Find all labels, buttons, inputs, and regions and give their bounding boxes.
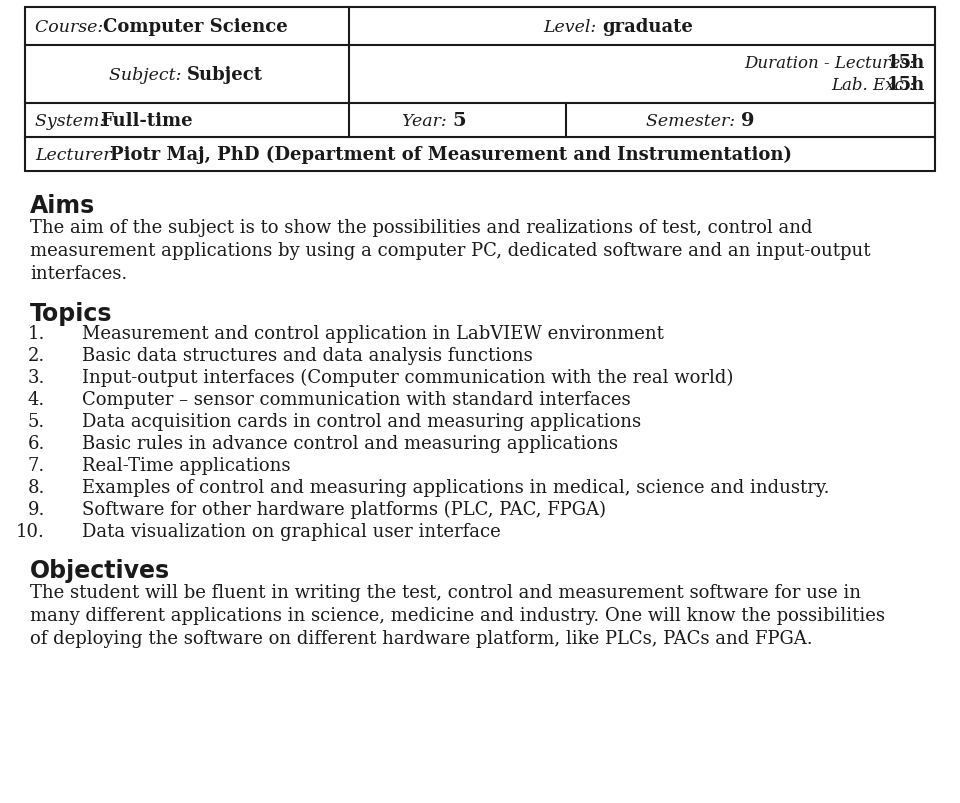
Text: Measurement and control application in LabVIEW environment: Measurement and control application in L… xyxy=(82,324,664,343)
Text: 4.: 4. xyxy=(28,390,45,409)
Text: graduate: graduate xyxy=(602,18,693,36)
Text: Basic data structures and data analysis functions: Basic data structures and data analysis … xyxy=(82,347,533,365)
Text: Aims: Aims xyxy=(30,194,95,218)
Text: 15h: 15h xyxy=(887,55,925,72)
Text: Level:: Level: xyxy=(543,18,602,35)
Text: 1.: 1. xyxy=(28,324,45,343)
Text: 3.: 3. xyxy=(28,369,45,386)
Text: 15h: 15h xyxy=(887,76,925,94)
Text: interfaces.: interfaces. xyxy=(30,265,128,283)
Text: Year:: Year: xyxy=(402,112,453,129)
Text: Objectives: Objectives xyxy=(30,558,170,582)
Text: Examples of control and measuring applications in medical, science and industry.: Examples of control and measuring applic… xyxy=(82,479,829,496)
Text: 5: 5 xyxy=(453,112,467,130)
Text: 10.: 10. xyxy=(16,522,45,540)
Text: 6.: 6. xyxy=(28,434,45,452)
Text: System:: System: xyxy=(35,112,110,129)
Text: Computer – sensor communication with standard interfaces: Computer – sensor communication with sta… xyxy=(82,390,631,409)
Text: many different applications in science, medicine and industry. One will know the: many different applications in science, … xyxy=(30,606,885,624)
Text: 2.: 2. xyxy=(28,347,45,365)
Text: measurement applications by using a computer PC, dedicated software and an input: measurement applications by using a comp… xyxy=(30,242,871,259)
Bar xyxy=(25,8,935,172)
Text: 9.: 9. xyxy=(28,500,45,519)
Text: Course:: Course: xyxy=(35,18,108,35)
Text: 9: 9 xyxy=(741,112,755,130)
Text: Subject:: Subject: xyxy=(109,67,187,84)
Text: Input-output interfaces (Computer communication with the real world): Input-output interfaces (Computer commun… xyxy=(82,369,733,387)
Text: 8.: 8. xyxy=(28,479,45,496)
Text: Real-Time applications: Real-Time applications xyxy=(82,456,291,475)
Text: Piotr Maj, PhD (Department of Measurement and Instrumentation): Piotr Maj, PhD (Department of Measuremen… xyxy=(110,145,792,164)
Text: Topics: Topics xyxy=(30,302,112,325)
Text: Lab. Exc.:: Lab. Exc.: xyxy=(830,77,925,94)
Text: The aim of the subject is to show the possibilities and realizations of test, co: The aim of the subject is to show the po… xyxy=(30,218,812,237)
Text: Data acquisition cards in control and measuring applications: Data acquisition cards in control and me… xyxy=(82,413,641,430)
Text: Software for other hardware platforms (PLC, PAC, FPGA): Software for other hardware platforms (P… xyxy=(82,500,606,519)
Text: Computer Science: Computer Science xyxy=(103,18,288,36)
Text: Duration - Lectures:: Duration - Lectures: xyxy=(744,55,925,71)
Text: Basic rules in advance control and measuring applications: Basic rules in advance control and measu… xyxy=(82,434,618,452)
Text: Full-time: Full-time xyxy=(100,112,193,130)
Text: Subject: Subject xyxy=(187,66,263,84)
Text: 5.: 5. xyxy=(28,413,45,430)
Text: Data visualization on graphical user interface: Data visualization on graphical user int… xyxy=(82,522,501,540)
Text: The student will be fluent in writing the test, control and measurement software: The student will be fluent in writing th… xyxy=(30,583,861,601)
Text: of deploying the software on different hardware platform, like PLCs, PACs and FP: of deploying the software on different h… xyxy=(30,630,812,647)
Text: Lecturer:: Lecturer: xyxy=(35,146,129,163)
Text: Semester:: Semester: xyxy=(646,112,741,129)
Text: 7.: 7. xyxy=(28,456,45,475)
